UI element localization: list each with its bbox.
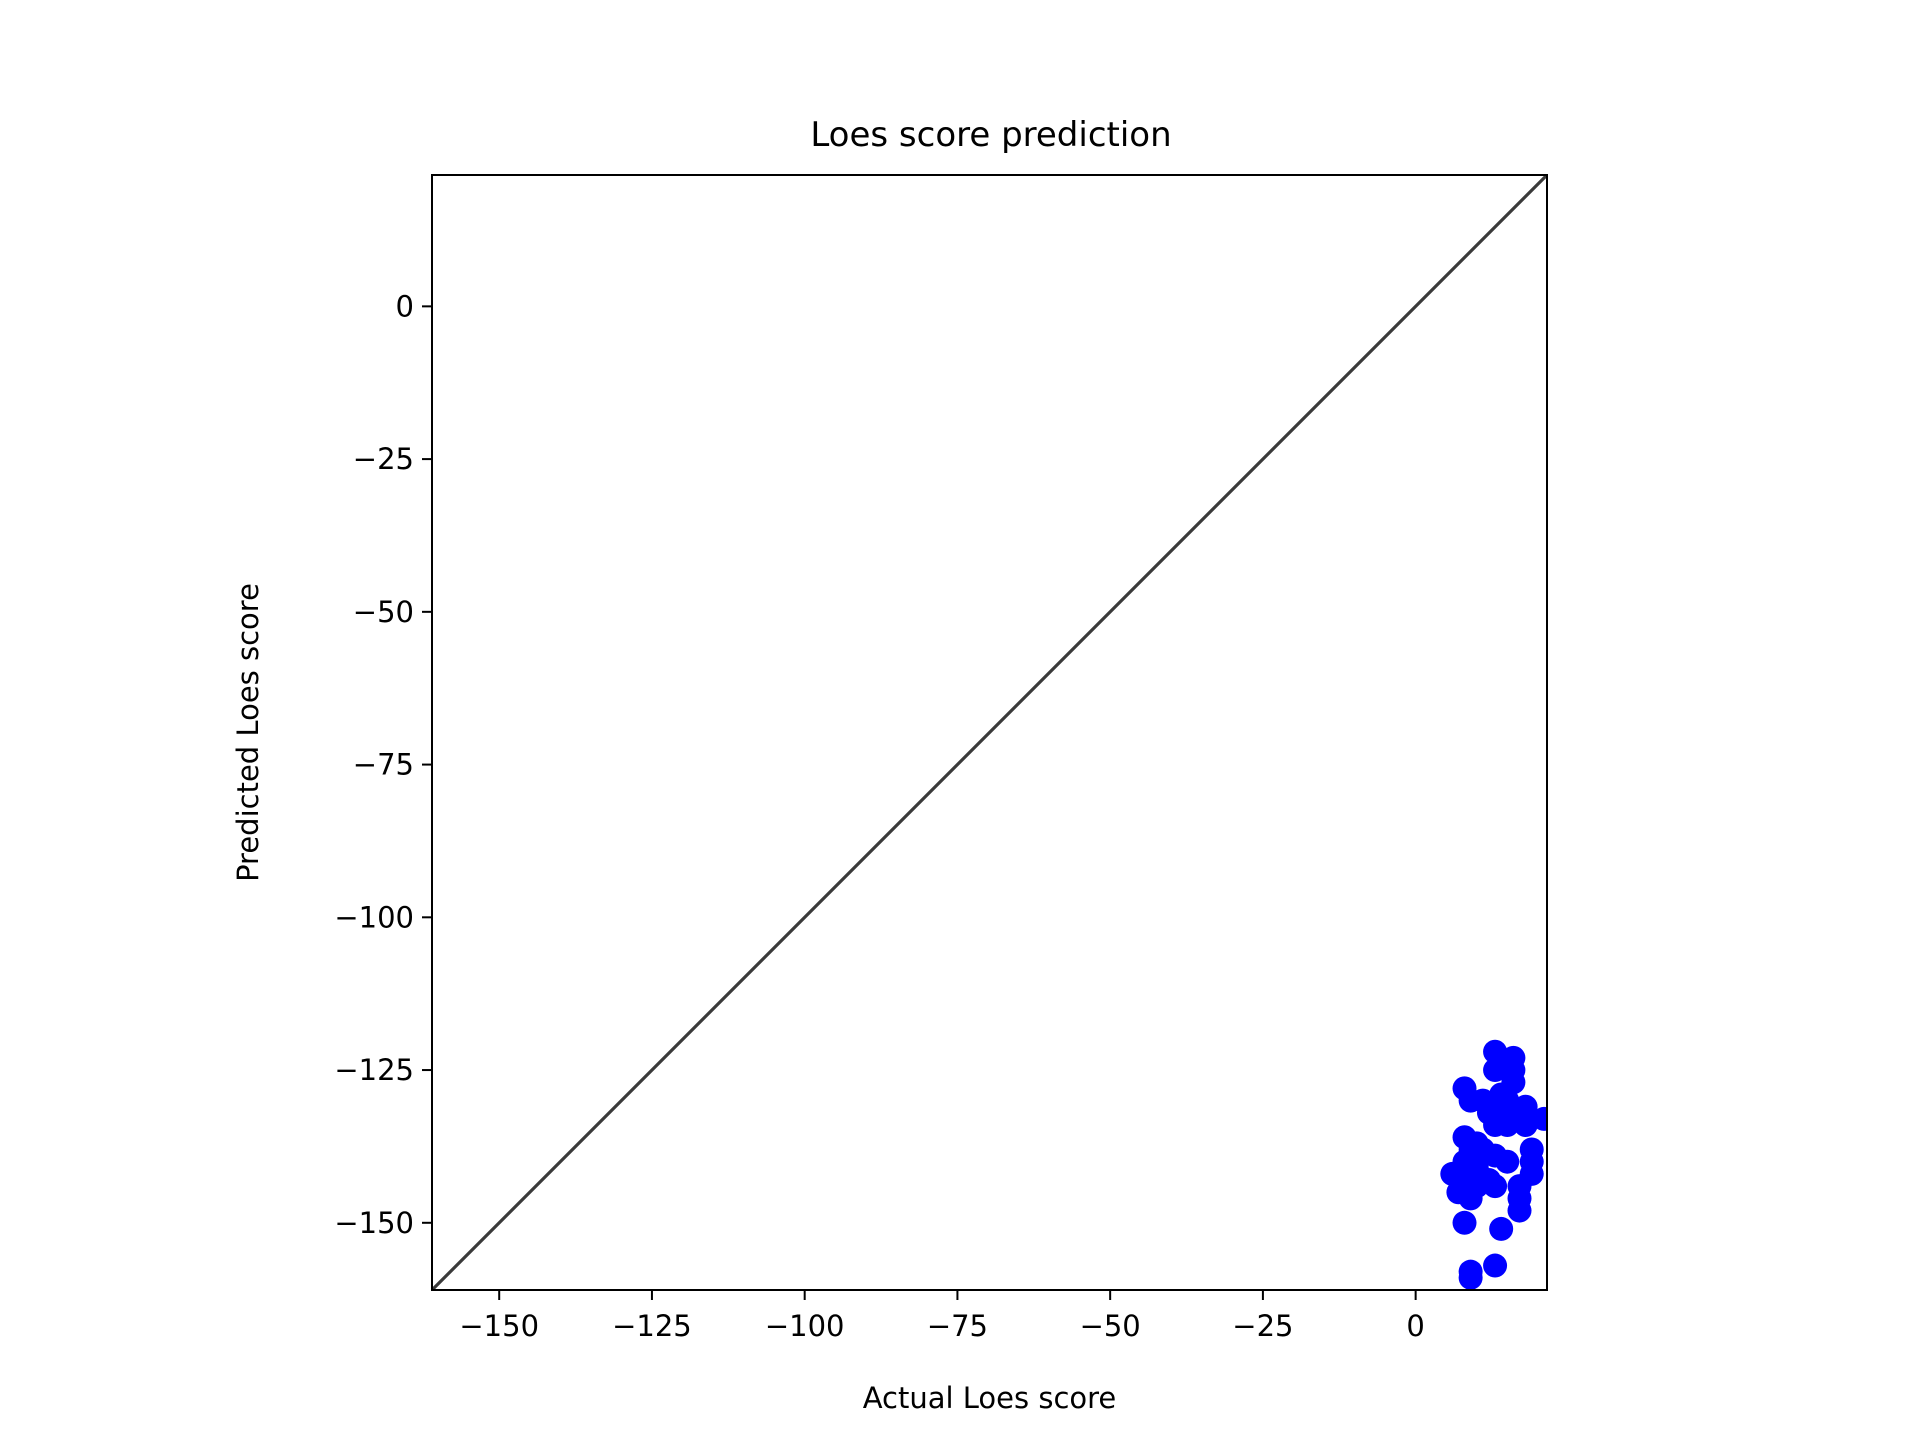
- x-tick-label: −125: [612, 1309, 692, 1343]
- data-point: [1483, 1058, 1508, 1083]
- data-point: [1440, 1161, 1465, 1186]
- x-tick-label: −100: [765, 1309, 845, 1343]
- y-axis: 0 −25 −50 −75 −100 −125 −150: [334, 289, 432, 1240]
- identity-line: [432, 175, 1547, 1290]
- y-tick-label: −25: [353, 442, 414, 476]
- data-point: [1483, 1253, 1508, 1278]
- data-point: [1507, 1198, 1532, 1223]
- x-tick-label: −75: [927, 1309, 988, 1343]
- data-point: [1458, 1186, 1483, 1211]
- data-point: [1483, 1174, 1508, 1199]
- x-tick-label: −50: [1080, 1309, 1141, 1343]
- chart-title: Loes score prediction: [810, 115, 1171, 155]
- y-tick-label: −75: [353, 748, 414, 782]
- x-tick-label: 0: [1406, 1309, 1424, 1343]
- x-tick-label: −150: [459, 1309, 539, 1343]
- data-point: [1495, 1113, 1520, 1138]
- y-tick-label: −150: [334, 1206, 414, 1240]
- data-point: [1489, 1216, 1514, 1241]
- plot-area: [432, 175, 1547, 1290]
- series-points: [1440, 1039, 1547, 1290]
- data-point: [1452, 1210, 1477, 1235]
- data-point: [1513, 1113, 1538, 1138]
- data-point: [1495, 1149, 1520, 1174]
- y-tick-label: −50: [353, 595, 414, 629]
- data-point: [1483, 1039, 1508, 1064]
- y-tick-label: 0: [396, 289, 414, 323]
- x-axis: −150 −125 −100 −75 −50 −25 0: [459, 1290, 1425, 1343]
- data-point: [1458, 1265, 1483, 1290]
- plot-frame: [431, 174, 1548, 1291]
- y-tick-label: −100: [334, 900, 414, 934]
- y-axis-label: Predicted Loes score: [231, 583, 265, 882]
- y-tick-label: −125: [334, 1053, 414, 1087]
- x-tick-label: −25: [1232, 1309, 1293, 1343]
- x-axis-label: Actual Loes score: [863, 1381, 1117, 1415]
